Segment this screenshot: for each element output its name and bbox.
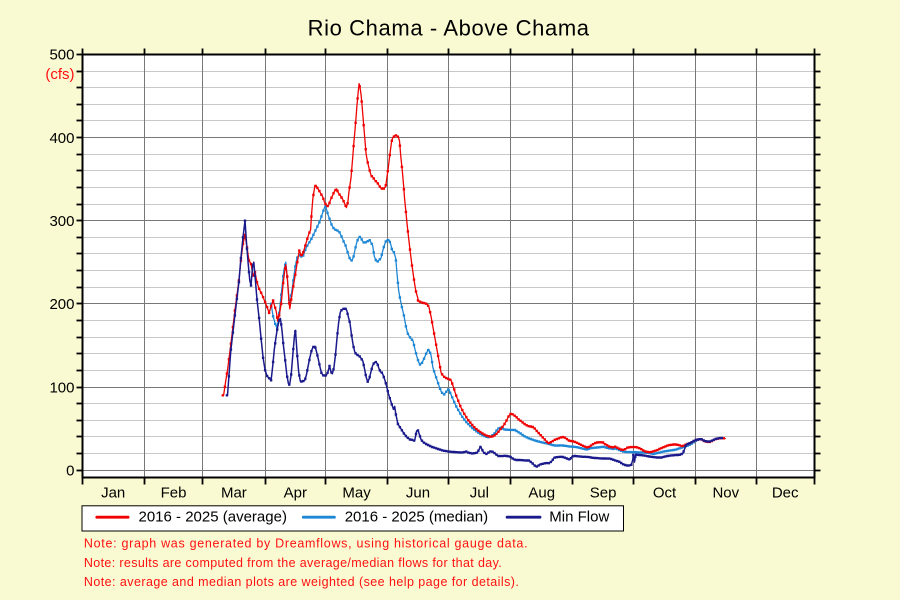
svg-text:400: 400 [49,130,74,147]
svg-text:Apr: Apr [284,485,307,502]
svg-text:Mar: Mar [221,485,247,502]
svg-text:100: 100 [49,379,74,396]
svg-text:Oct: Oct [653,485,677,502]
svg-text:Sep: Sep [590,485,617,502]
svg-text:Note: average and median plots: Note: average and median plots are weigh… [84,575,519,589]
svg-text:Nov: Nov [712,485,739,502]
svg-text:Feb: Feb [161,485,187,502]
svg-text:Rio Chama - Above Chama: Rio Chama - Above Chama [308,15,590,40]
svg-text:Jun: Jun [406,485,430,502]
svg-text:Note: graph was generated by D: Note: graph was generated by Dreamflows,… [84,537,528,551]
svg-text:Jul: Jul [470,485,489,502]
svg-text:2016 - 2025 (average): 2016 - 2025 (average) [139,509,287,526]
svg-text:2016 - 2025 (median): 2016 - 2025 (median) [345,509,488,526]
svg-text:(cfs): (cfs) [45,66,74,83]
svg-text:Aug: Aug [528,485,555,502]
svg-text:0: 0 [66,462,74,479]
svg-text:200: 200 [49,296,74,313]
svg-text:500: 500 [49,47,74,64]
svg-text:300: 300 [49,213,74,230]
svg-text:Note: results are computed fro: Note: results are computed from the aver… [84,556,502,570]
svg-text:Dec: Dec [772,485,799,502]
svg-text:May: May [342,485,371,502]
svg-text:Jan: Jan [101,485,125,502]
svg-text:Min Flow: Min Flow [549,509,609,526]
